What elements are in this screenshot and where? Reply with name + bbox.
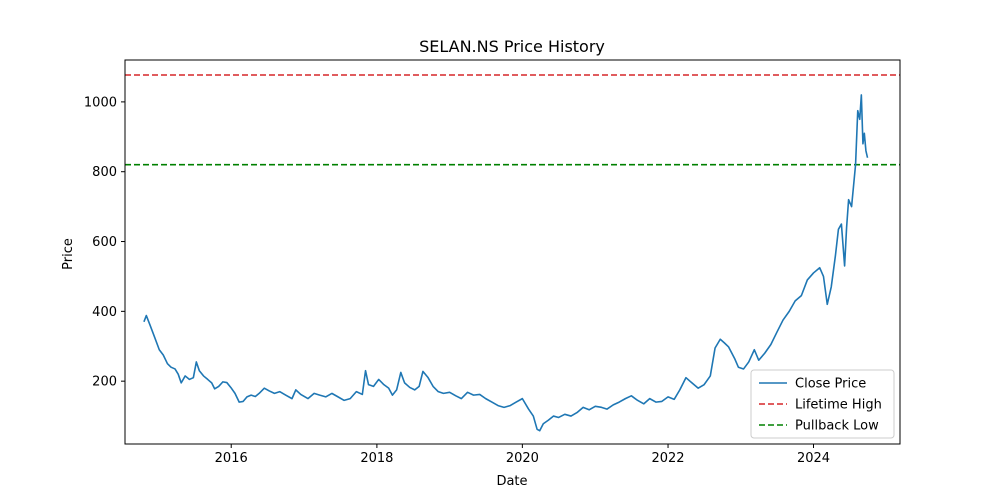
x-tick-label: 2020 [506,451,539,466]
plot-frame [124,59,901,445]
legend-label-pullback-low: Pullback Low [795,419,879,434]
legend-label-close-price: Close Price [795,377,866,392]
x-tick-label: 2018 [360,451,393,466]
x-tick-label: 2024 [797,451,830,466]
legend-label-lifetime-high: Lifetime High [795,398,882,413]
legend: Close Price Lifetime High Pullback Low [750,369,895,439]
y-tick-label: 200 [92,375,117,390]
series-layer [143,94,869,432]
chart-title: SELAN.NS Price History [419,37,605,56]
series-line-close-price [143,94,869,432]
x-tick-label: 2016 [215,451,248,466]
y-tick-label: 400 [92,305,117,320]
y-tick-label: 1000 [84,95,117,110]
legend-box [750,369,895,439]
y-axis: 200 400 600 800 1000 [84,95,125,390]
x-axis-title: Date [496,474,527,489]
plot-area [124,59,901,445]
y-axis-title: Price [61,238,76,270]
y-tick-label: 800 [92,165,117,180]
y-tick-label: 600 [92,235,117,250]
x-axis: 2016 2018 2020 2022 2024 [215,444,830,466]
x-tick-label: 2022 [651,451,684,466]
reference-lines [125,74,900,166]
